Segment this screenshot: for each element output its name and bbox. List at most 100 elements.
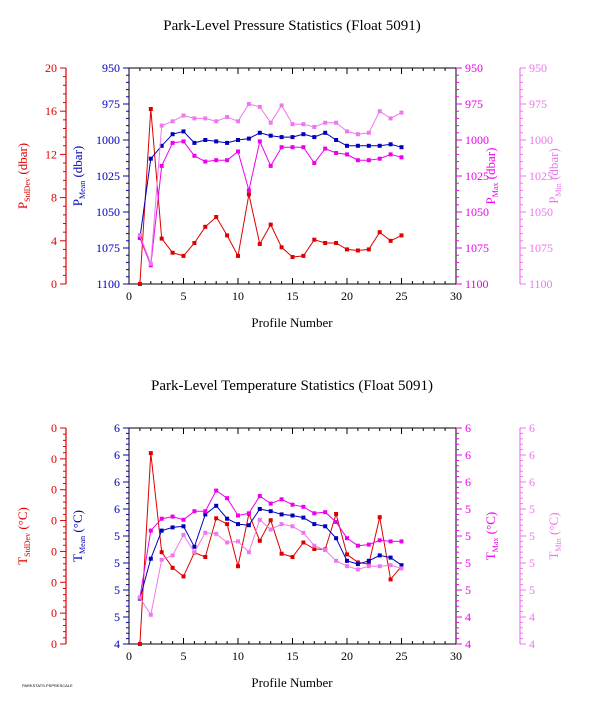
pressure-min-tick-label: 975 [529,97,547,111]
temperature-max-point [345,536,349,541]
pressure-mean-point [225,140,230,145]
temperature-max-point [399,539,404,544]
temperature-stddev-point [301,540,306,545]
temperature-x-axis-label: Profile Number [251,675,333,690]
pressure-min-point [377,109,382,114]
pressure-mean-point [334,138,339,142]
temperature-min-point [170,553,175,558]
pressure-stddev-tick-label: 16 [45,104,57,118]
temperature-stddev-point [290,555,295,559]
temperature-min-point [268,527,273,532]
pressure-min-point [366,130,371,135]
pressure-min-point [214,119,219,124]
temperature-min-point [345,564,349,569]
pressure-stddev-point [257,242,262,246]
pressure-max-point [159,163,164,168]
pressure-mean-point [399,145,404,150]
temperature-mean-point [279,512,284,517]
temperature-mean-tick-label: 5 [114,529,120,543]
pressure-max-point [225,158,230,163]
temperature-min-axis-label: TMin (°C) [546,512,563,559]
pressure-mean-point [246,136,251,141]
pressure-mean-series-line [139,130,402,238]
pressure-mean-point [301,132,306,137]
temperature-mean-tick-label: 5 [114,610,120,624]
footer-note: PARKSTATS.PSPRESCALE [22,683,73,688]
temperature-plot-frame [128,427,457,645]
pressure-min-tick-label: 1050 [529,205,553,219]
pressure-x-tick-label: 25 [396,289,408,303]
temperature-max-point [388,539,393,544]
temperature-mean-point [236,522,240,527]
temperature-min-point [312,543,317,548]
temperature-max-point [170,514,175,519]
pressure-min-point [203,116,208,121]
pressure-stddev-point [345,247,349,252]
pressure-min-series-line [139,103,402,264]
temperature-x-tick-label: 0 [126,649,132,663]
temperature-min-point [355,567,360,572]
temperature-x-tick-label: 15 [287,649,299,663]
pressure-max-tick-label: 1000 [465,133,489,147]
temperature-min-point [279,522,284,527]
temperature-min-point [159,557,164,562]
pressure-max-tick-label: 1025 [465,169,489,183]
pressure-mean-point [366,143,371,148]
temperature-stddev-point [159,550,164,555]
temperature-x-tick-label: 25 [396,649,408,663]
temperature-mean-point [290,513,295,518]
pressure-mean-point [148,156,153,161]
temperature-max-point [192,509,197,514]
pressure-max-tick-label: 1100 [465,277,489,291]
temperature-max-point [236,513,240,518]
pressure-max-point [323,146,328,151]
temperature-stddev-point [377,515,382,520]
pressure-mean-tick-label: 1075 [96,241,120,255]
temperature-mean-point [181,524,186,529]
pressure-x-axis-label: Profile Number [251,315,333,330]
pressure-mean-tick-label: 975 [102,97,120,111]
temperature-stddev-point [388,577,393,582]
temperature-max-point [290,502,295,507]
temperature-max-point [214,488,219,493]
pressure-min-tick-label: 1025 [529,169,553,183]
temperature-min-tick-label: 4 [529,637,535,651]
pressure-min-point [345,129,349,134]
temperature-mean-point [159,528,164,533]
pressure-mean-tick-label: 1050 [96,205,120,219]
temperature-max-tick-label: 5 [465,502,471,516]
temperature-mean-tick-label: 6 [114,448,120,462]
temperature-mean-point [334,536,339,541]
pressure-x-tick-label: 5 [181,289,187,303]
temperature-stddev-tick-label: 0 [51,514,57,528]
pressure-min-point [334,120,339,125]
temperature-min-tick-label: 6 [529,421,535,435]
temperature-mean-point [225,516,230,521]
pressure-min-point [355,132,360,137]
temperature-min-tick-label: 5 [529,502,535,516]
pressure-max-point [181,139,186,144]
pressure-min-point [137,233,142,237]
temperature-max-point [377,538,382,543]
temperature-max-tick-label: 4 [465,610,471,624]
pressure-min-point [301,122,306,127]
temperature-min-tick-label: 5 [529,583,535,597]
temperature-panel: Park-Level Temperature Statistics (Float… [15,378,563,690]
temperature-max-point [246,511,251,516]
pressure-min-point [279,103,284,108]
temperature-x-tick-label: 20 [341,649,353,663]
pressure-min-point [148,261,153,266]
temperature-mean-point [192,544,197,549]
temperature-min-point [290,524,295,529]
temperature-min-point [323,548,328,552]
temperature-stddev-series-line [139,453,402,645]
temperature-max-point [301,504,306,509]
temperature-max-tick-label: 6 [465,448,471,462]
pressure-max-series-line [139,139,402,266]
temperature-max-tick-label: 4 [465,637,471,651]
pressure-max-point [301,145,306,150]
pressure-stddev-tick-label: 20 [45,61,57,75]
temperature-mean-point [345,558,349,563]
pressure-max-point [192,153,197,158]
